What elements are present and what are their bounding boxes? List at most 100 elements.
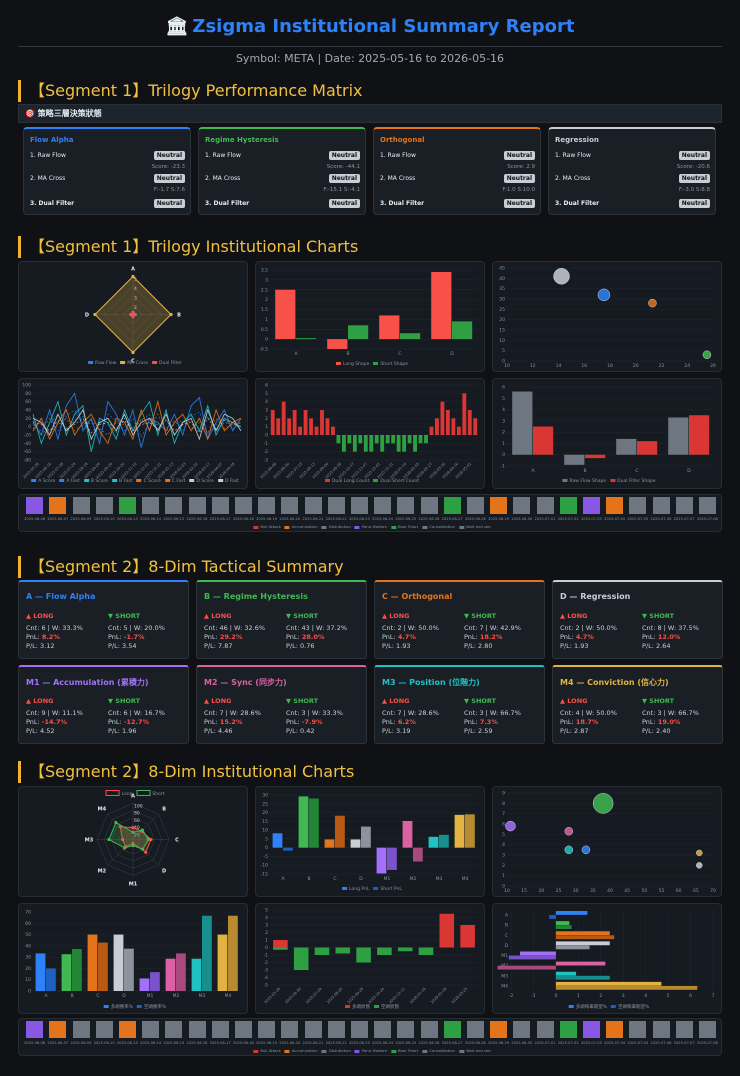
bar [335,815,345,848]
dim-card: M1 — Accumulation (累積力) ▲ LONG Cnt: 9 | W:… [18,665,189,744]
short-heading: ▼ SHORT [464,612,497,620]
regime-cell [165,1021,183,1038]
tick-label: 80 [134,811,140,817]
pnl-value: 4.7% [575,633,594,641]
legend-swatch [459,525,465,529]
status-badge: Neutral [503,199,535,208]
pnl-value: -7.9% [301,718,323,726]
line-series-7 [32,417,242,434]
radar-series-1 [108,821,150,850]
pnl-line: PnL: 7.3% [464,718,521,727]
trilogy-row-label: 2. MA Cross [30,175,66,182]
pnl-line: PnL: 4.7% [560,633,617,642]
regime-cell [304,497,322,514]
regime-cell [582,497,600,514]
regime-date: 2025-06-22 [325,1041,347,1045]
legend-swatch [390,525,396,529]
trilogy-row-label: 3. Dual Filter [380,200,425,207]
tick-label: -3 [264,458,269,464]
tick-label: 5 [502,348,505,354]
radar-point [169,312,173,317]
s1-shape-bar-chart: 3.5 3 2.5 2 1.5 1 0.5 0 -0.5 A B C D Long Shape Short … [255,261,485,372]
bubble [592,793,614,814]
count-winrate: Cnt: 46 | W: 32.6% [204,624,266,632]
regime-date: 2025-07-02 [557,1041,579,1045]
regime-date: 2025-07-04 [604,517,626,521]
tick-label: 35 [590,888,596,894]
tick-label: 65 [693,888,699,894]
pnl-line: PnL: 6.2% [382,718,439,727]
pnl-line: PnL: 4.7% [382,633,439,642]
bar [331,426,335,435]
trilogy-card-title: Regime Hysteresis [205,136,279,144]
tick-label: 30 [573,888,579,894]
strategy-status-bar: 🎯 策略三層決策狀態 [18,104,722,123]
bar [689,415,710,455]
tick-label: -5 [264,854,269,860]
tick-label: 6 [689,993,692,999]
regime-date: 2025-07-07 [673,1041,695,1045]
tick-label: 4 [265,399,268,405]
bar [397,947,413,952]
bank-icon: 🏛 [165,16,189,37]
bar [439,913,455,948]
legend-swatch [321,525,327,529]
trilogy-row-label: 3. Dual Filter [30,200,75,207]
regime-cell [629,497,647,514]
pnl-line: PnL: 15.2% [204,718,261,727]
tick-label: -1 [264,953,269,959]
chart-legend: 多頭狀態 空頭狀態 [341,1004,399,1010]
tick-label: C [333,876,336,882]
regime-cell [26,1021,44,1038]
regime-date: 2025-06-09 [70,517,92,521]
regime-date: 2025-06-14 [140,1041,162,1045]
pnl-line: PnL: -12.7% [108,718,165,727]
tick-label: 5 [265,836,268,842]
tick-label: 9 [502,791,505,797]
bar [217,934,228,991]
bar [320,410,324,435]
short-stats: ▼ SHORT Cnt: 5 | W: 20.0% PnL: -1.7% P/L: 3… [108,612,165,651]
regime-cell [281,497,299,514]
status-badge: Neutral [678,174,710,183]
legend-swatch [164,479,170,482]
axis-label: B [177,313,181,319]
tick-label: 70 [710,888,716,894]
regime-cell [95,1021,113,1038]
count-winrate: Cnt: 5 | W: 20.0% [108,624,165,632]
dim-card-title: D — Regression [560,592,631,601]
radar-point [131,274,135,279]
tick-label: 80 [25,391,31,397]
bar [191,958,202,991]
bar [549,915,556,919]
bar [379,315,400,340]
legend-swatch [112,479,117,482]
tick-label: 45 [499,266,505,272]
regime-cell [49,497,67,514]
bar [324,839,335,848]
tick-label: 40 [607,888,613,894]
pnl-label: PnL: [560,718,576,726]
bar [413,847,423,862]
regime-date: 2025-06-20 [279,517,301,521]
radar-point [93,312,97,317]
tick-label: -40 [24,441,31,447]
tick-label: D [505,943,509,949]
regime-date: 2025-07-06 [650,517,672,521]
bar [273,940,288,948]
bar [292,410,297,435]
bar [303,410,308,435]
pnl-line: PnL: 12.0% [642,633,699,642]
tick-label: 20 [25,966,31,972]
legend-swatch [321,1049,327,1053]
tick-label: 1 [265,424,268,430]
pl-ratio: P/L: 2.40 [642,727,671,735]
bar [616,438,637,455]
count-winrate: Cnt: 4 | W: 50.0% [560,709,617,717]
trilogy-card-title: Regression [555,136,599,144]
trilogy-row-label: 3. Dual Filter [205,200,250,207]
long-heading: ▲ LONG [382,697,410,705]
legend-label: Bull Attack [260,1048,281,1053]
bar [418,435,423,444]
tick-label: 15 [262,819,268,825]
